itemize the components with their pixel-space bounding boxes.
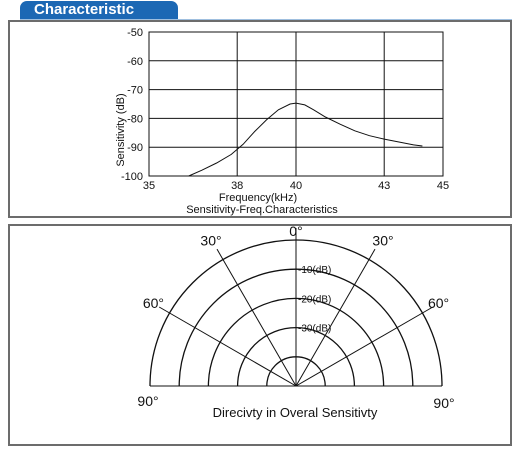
x-tick-label: 38 [231, 180, 243, 192]
tab-underline [20, 19, 512, 20]
angle-label: 90° [433, 395, 454, 411]
x-tick-label: 35 [143, 180, 155, 192]
x-axis-label: Frequency(kHz) [219, 192, 297, 204]
angle-label: 30° [200, 233, 221, 249]
y-axis-label: Sensitivity (dB) [115, 93, 127, 166]
y-tick-label: -100 [121, 171, 143, 183]
angle-label: 90° [137, 393, 158, 409]
polar-ray [216, 248, 297, 387]
directivity-chart: 0° 30° 30° 60° 60° 90° 90° -10(dB) -20(dB) -30(dB… [137, 223, 454, 420]
x-tick-label: 40 [290, 180, 302, 192]
polar-ray [158, 306, 297, 387]
sensitivity-curve [188, 102, 423, 177]
sensitivity-chart: -50 -60 -70 -80 -90 -100 35 38 40 43 45 Frequency… [115, 27, 449, 216]
chart-title: Direcivty in Overal Sensitivty [213, 405, 378, 420]
ring-db-label: -30(dB) [298, 324, 331, 335]
y-tick-label: -90 [127, 142, 143, 154]
y-tick-label: -60 [127, 56, 143, 68]
y-tick-label: -50 [127, 27, 143, 39]
x-tick-label: 43 [378, 180, 390, 192]
directivity-chart-panel: 0° 30° 30° 60° 60° 90° 90° -10(dB) -20(dB) -30(dB… [8, 223, 512, 446]
y-tick-label: -70 [127, 85, 143, 97]
chart-title: Sensitivity-Freq.Characteristics [186, 204, 338, 216]
ring-db-label: -10(dB) [298, 265, 331, 276]
polar-ray [295, 306, 434, 387]
y-tick-label: -80 [127, 113, 143, 125]
section-tab: Characteristic [20, 1, 178, 19]
angle-label: 0° [289, 226, 302, 239]
ring-db-label: -20(dB) [298, 294, 331, 305]
sensitivity-chart-panel: -50 -60 -70 -80 -90 -100 35 38 40 43 45 Frequency… [8, 20, 512, 218]
angle-label: 60° [143, 295, 164, 311]
angle-label: 30° [372, 233, 393, 249]
section-title: Characteristic [34, 1, 135, 18]
polar-ray [295, 248, 376, 387]
angle-label: 60° [428, 295, 449, 311]
x-tick-label: 45 [437, 180, 449, 192]
